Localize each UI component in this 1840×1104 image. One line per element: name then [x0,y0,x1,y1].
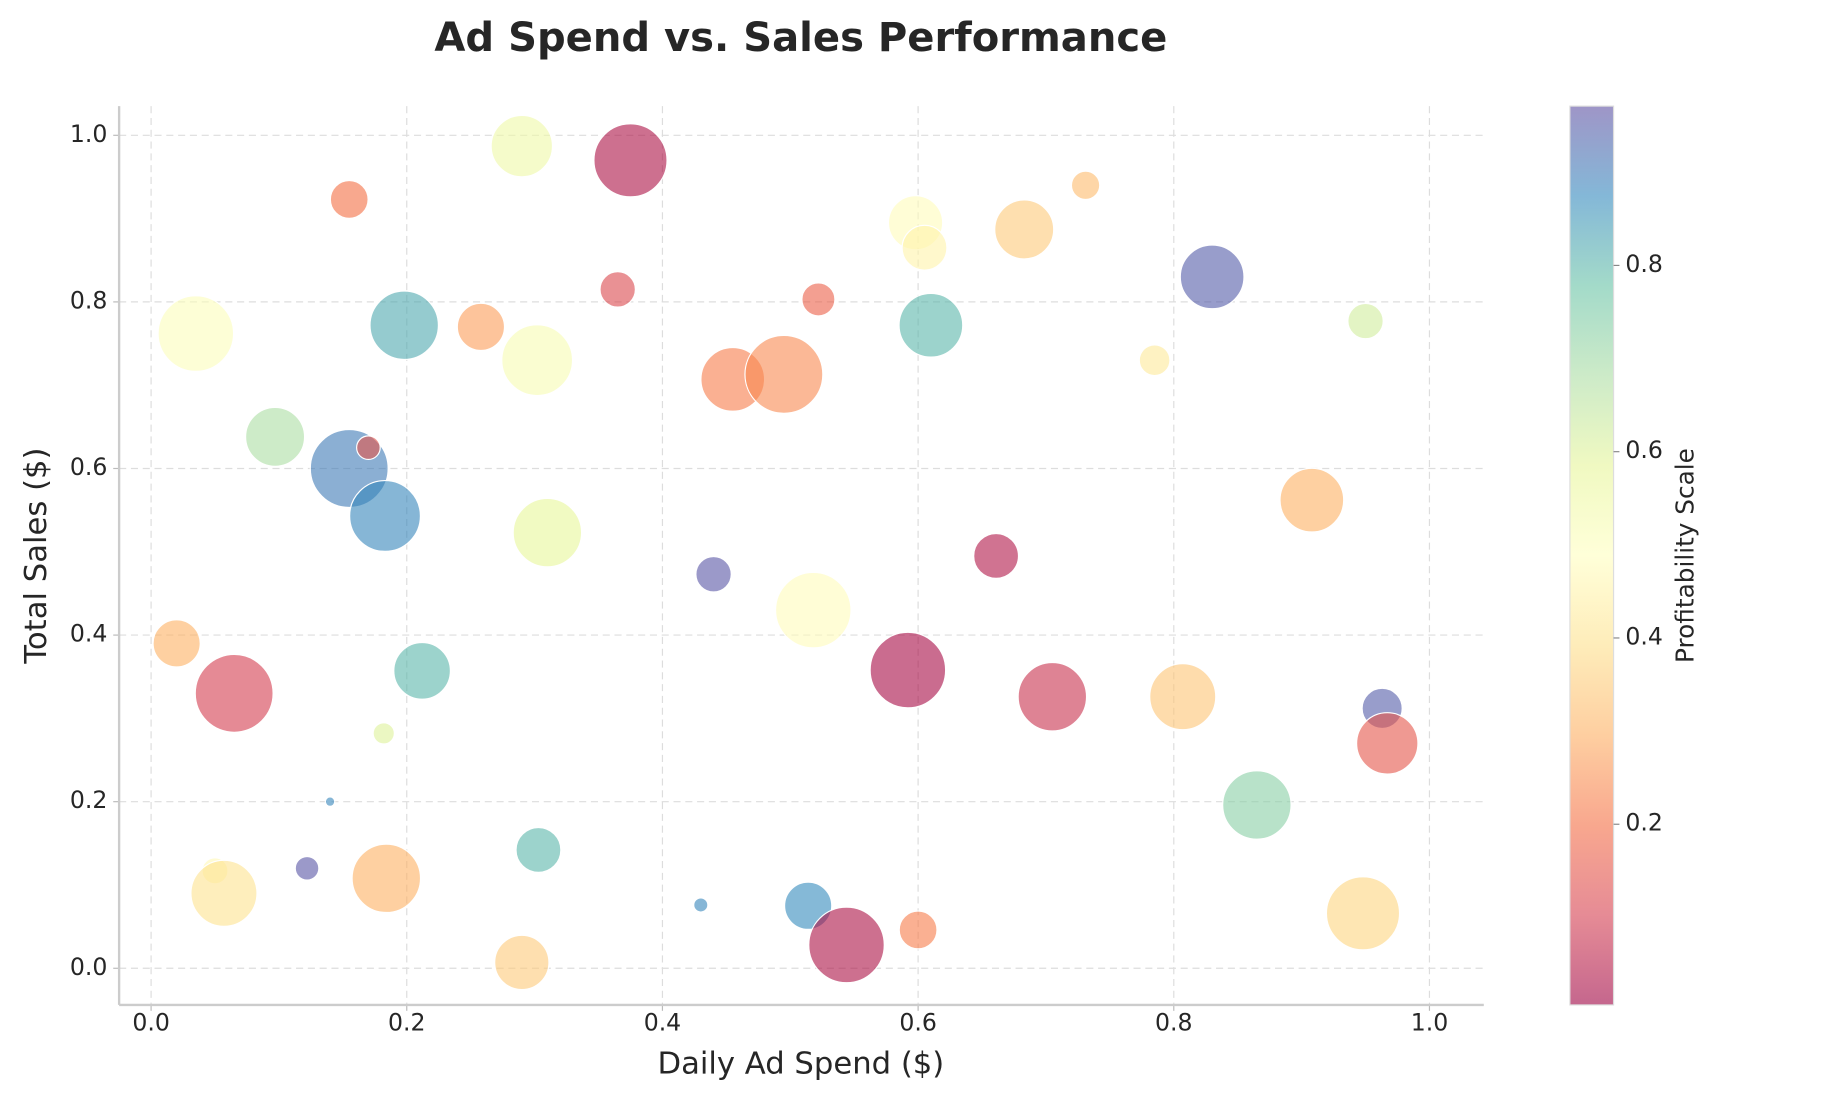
x-tick-label: 0.4 [644,1008,682,1036]
bubble [1279,467,1345,533]
bubble [693,897,709,913]
bubble [1179,244,1245,310]
bubble [324,796,336,807]
bubble [372,722,395,745]
bubble [515,826,562,873]
bubble [351,843,422,914]
x-axis-label: Daily Ad Spend ($) [657,1047,944,1082]
bubble [869,631,947,709]
bubble [245,406,306,467]
bubble [1222,770,1292,840]
bubble [349,479,422,552]
bubble [898,292,964,358]
bubble [194,653,274,733]
y-tick-label: 0.6 [70,453,107,481]
y-tick-label: 0.0 [70,953,107,981]
bubble [369,290,440,361]
y-axis-label: Total Sales ($) [19,447,54,664]
bubble [808,906,885,984]
colorbar-tick-label: 0.8 [1625,250,1662,278]
bubble [898,910,938,950]
bubble [294,855,320,881]
x-tick-label: 1.0 [1411,1008,1449,1036]
y-tick-label: 0.2 [70,786,107,814]
bubble [774,571,852,649]
chart-title: Ad Spend vs. Sales Performance [434,15,1167,61]
x-tick-label: 0.6 [899,1008,937,1036]
bubble [1347,302,1384,340]
y-tick-label: 0.8 [70,286,107,314]
bubble [490,114,554,178]
bubble [501,324,574,397]
bubble [157,295,235,372]
x-tick-label: 0.2 [388,1008,426,1036]
y-tick-label: 1.0 [70,120,107,148]
bubble [356,435,381,461]
x-tick-label: 0.0 [132,1008,169,1036]
bubble [744,334,824,414]
bubble [901,224,948,271]
bubble [1017,661,1088,732]
colorbar-label: Profitability Scale [1671,448,1700,663]
bubble [494,934,550,991]
x-tick-label: 0.8 [1155,1008,1193,1036]
bubble [994,199,1055,260]
bubble [190,859,258,927]
colorbar-tick-label: 0.2 [1625,809,1662,837]
bubble [393,642,452,700]
bubble [1138,344,1171,377]
bubble [593,123,668,198]
bubble [456,302,506,352]
bubble [599,271,636,308]
colorbar [1569,105,1615,1006]
y-tick-label: 0.4 [70,620,107,648]
bubble [512,497,583,568]
bubble [152,619,201,668]
bubble [1356,712,1419,775]
bubble [1070,170,1101,201]
bubble [695,555,732,593]
bubble [1149,663,1217,731]
bubble [973,532,1020,579]
colorbar-tick-label: 0.4 [1625,622,1662,650]
bubble [1325,876,1401,951]
bubble [801,282,836,317]
bubble [329,179,369,219]
colorbar-tick-label: 0.6 [1625,436,1662,464]
